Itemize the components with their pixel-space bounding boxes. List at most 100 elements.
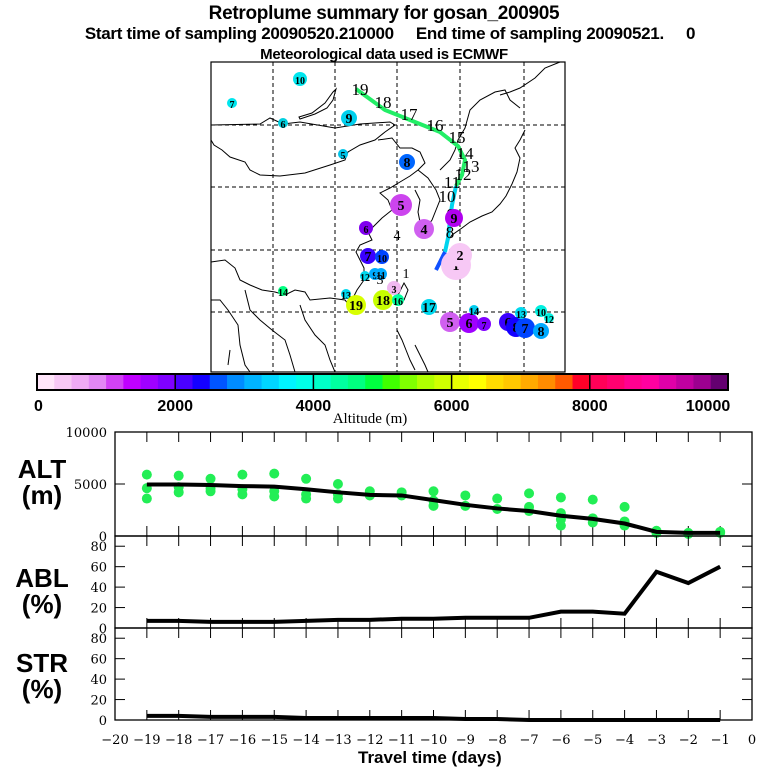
x-tick-label: −18 bbox=[165, 733, 192, 748]
abl-panel-label: ABL (%) bbox=[2, 565, 82, 617]
plume-point-label: 13 bbox=[516, 310, 526, 321]
trajectory-day-label: 12 bbox=[455, 165, 472, 184]
alt-label: ALT bbox=[17, 454, 67, 484]
trajectory-day-label: 17 bbox=[401, 105, 419, 124]
alt-particle-point bbox=[269, 468, 280, 479]
str-y-tick-label: 40 bbox=[90, 673, 107, 688]
alt-y-tick-label: 0 bbox=[99, 530, 107, 545]
colorbar-swatch bbox=[347, 374, 366, 390]
colorbar-swatch bbox=[624, 374, 643, 390]
colorbar-swatch bbox=[589, 374, 608, 390]
colorbar-swatch bbox=[106, 374, 124, 390]
str-y-tick-label: 80 bbox=[90, 632, 107, 647]
plume-point-label: 12 bbox=[360, 273, 370, 284]
alt-particle-point bbox=[428, 500, 439, 511]
str-y-tick-label: 0 bbox=[99, 714, 107, 729]
retroplume-map: 1918171615141312111098 10769585467109121… bbox=[210, 61, 566, 373]
colorbar-swatch bbox=[54, 374, 73, 390]
x-axis-title: Travel time (days) bbox=[358, 748, 502, 767]
x-tick-label: −2 bbox=[679, 733, 698, 748]
colorbar-tick-label: 2000 bbox=[157, 398, 193, 415]
plume-point-label: 6 bbox=[281, 120, 286, 131]
str-label: STR bbox=[16, 648, 68, 678]
plume-point-marker bbox=[469, 305, 479, 315]
plume-point-label: 11 bbox=[376, 271, 385, 282]
colorbar-swatch bbox=[140, 374, 159, 390]
plume-point-label: 2 bbox=[457, 249, 464, 264]
plume-point-label: 7 bbox=[522, 322, 529, 337]
coastline bbox=[211, 299, 251, 373]
colorbar-swatch bbox=[693, 374, 712, 390]
colorbar-tick-label: 10000 bbox=[686, 398, 731, 415]
alt-particle-point bbox=[173, 470, 184, 481]
alt-particle-point bbox=[141, 493, 152, 504]
alt-particle-point bbox=[428, 486, 439, 497]
x-tick-label: −10 bbox=[420, 733, 447, 748]
plume-point-marker bbox=[390, 194, 412, 216]
alt-mean-line bbox=[146, 482, 721, 535]
coastline bbox=[499, 61, 561, 96]
abl-y-tick-label: 40 bbox=[90, 581, 107, 596]
plume-point-label: 1 bbox=[453, 259, 460, 274]
colorbar-swatch bbox=[607, 374, 625, 390]
trajectory-blue-segment bbox=[434, 251, 447, 271]
colorbar-swatch bbox=[503, 374, 522, 390]
plume-point-label: 10 bbox=[377, 254, 387, 265]
x-tick-label: −12 bbox=[356, 733, 383, 748]
plume-point-label: 6 bbox=[466, 317, 473, 332]
trajectory-day-label: 14 bbox=[457, 144, 475, 163]
colorbar-tick-label: 0 bbox=[34, 398, 43, 415]
plume-point-marker bbox=[373, 290, 393, 310]
alt-particle-point bbox=[555, 520, 566, 531]
colorbar-swatch bbox=[658, 374, 677, 390]
colorbar-tick-label: 6000 bbox=[434, 398, 470, 415]
plume-point-label: 8 bbox=[538, 325, 545, 340]
colorbar-title: Altitude (m) bbox=[333, 411, 408, 427]
alt-particle-point bbox=[141, 469, 152, 480]
colorbar-swatch bbox=[296, 374, 314, 390]
abl-mean-line bbox=[146, 564, 722, 624]
coastline bbox=[298, 87, 337, 120]
plume-point-marker bbox=[535, 305, 547, 317]
plume-point-label: 9 bbox=[346, 112, 353, 127]
x-tick-label: −13 bbox=[324, 733, 351, 748]
str-panel-frame bbox=[114, 627, 753, 721]
alt-particle-point bbox=[173, 487, 184, 498]
colorbar-swatch bbox=[157, 374, 176, 390]
colorbar-swatch bbox=[192, 374, 211, 390]
plume-point-label: 16 bbox=[393, 297, 403, 308]
abl-panel-frame bbox=[114, 535, 753, 629]
abl-unit: (%) bbox=[21, 589, 63, 619]
colorbar-swatch bbox=[71, 374, 90, 390]
coastline bbox=[444, 129, 526, 246]
trajectory-green-segment bbox=[354, 87, 468, 187]
colorbar-swatch bbox=[451, 374, 470, 390]
str-unit: (%) bbox=[21, 674, 63, 704]
colorbar-swatch bbox=[382, 374, 401, 390]
plume-point-label: 17 bbox=[422, 301, 436, 316]
colorbar-swatch bbox=[330, 374, 349, 390]
plume-point-marker bbox=[278, 118, 288, 128]
plume-points: 1076958546710912111319181614173567146878… bbox=[227, 72, 554, 340]
x-tick-label: −20 bbox=[101, 733, 128, 748]
colorbar-swatch bbox=[641, 374, 660, 390]
alt-particle-point bbox=[205, 473, 216, 484]
x-tick-label: −8 bbox=[488, 733, 507, 748]
plume-point-marker bbox=[448, 243, 472, 267]
plume-point-marker bbox=[533, 323, 549, 339]
str-y-tick-label: 60 bbox=[90, 653, 107, 668]
coastline bbox=[414, 344, 429, 373]
plume-point-label: 7 bbox=[230, 100, 235, 111]
plume-point-marker bbox=[477, 317, 491, 331]
trajectory-day-label: 11 bbox=[444, 173, 460, 192]
colorbar-swatch bbox=[537, 374, 556, 390]
x-tick-label: −5 bbox=[583, 733, 602, 748]
x-tick-label: −6 bbox=[551, 733, 570, 748]
alt-particle-point bbox=[237, 489, 248, 500]
colorbar-swatch bbox=[434, 374, 453, 390]
colorbar-swatch bbox=[123, 374, 142, 390]
abl-label: ABL bbox=[15, 563, 69, 593]
coastline bbox=[414, 169, 441, 229]
colorbar-swatch bbox=[486, 374, 504, 390]
plume-point-marker bbox=[346, 295, 366, 315]
